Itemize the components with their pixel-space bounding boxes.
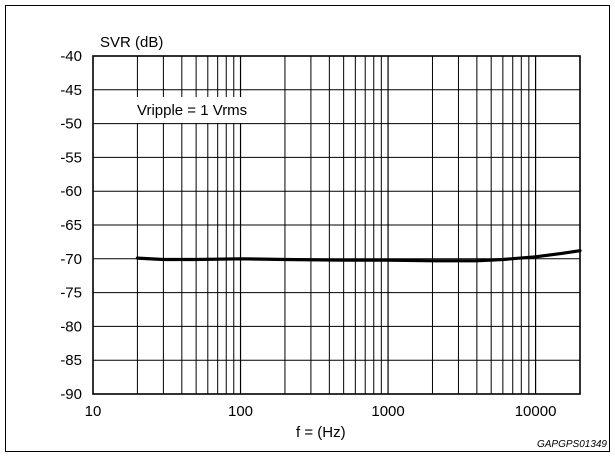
plot-area-border (92, 55, 581, 395)
y-tick-label: -40 (60, 48, 82, 65)
svr-series-line (135, 249, 582, 263)
series-layer (135, 249, 582, 263)
y-tick-label: -65 (60, 217, 82, 234)
figure-code: GAPGPS01349 (537, 439, 607, 450)
y-tick-label: -80 (60, 318, 82, 335)
y-tick-label: -85 (60, 352, 82, 369)
x-tick-label: 10 (85, 403, 102, 420)
x-tick-label: 1000 (371, 403, 404, 420)
ripple-annotation: Vripple = 1 Vrms (137, 102, 247, 119)
y-tick-label: -45 (60, 82, 82, 99)
y-tick-label: -60 (60, 183, 82, 200)
y-tick-label: -70 (60, 251, 82, 268)
y-tick-label: -50 (60, 116, 82, 133)
y-tick-label: -75 (60, 285, 82, 302)
x-tick-label: 10000 (515, 403, 557, 420)
x-tick-label: 100 (228, 403, 253, 420)
chart-frame (5, 5, 610, 452)
x-axis-label: f = (Hz) (296, 424, 346, 441)
x-tick-labels: 10 100 1000 10000 (85, 403, 557, 420)
y-tick-label: -55 (60, 149, 82, 166)
grid (93, 56, 580, 394)
y-tick-labels: -40 -45 -50 -55 -60 -65 -70 -75 -80 -85 -90 (60, 48, 82, 403)
annotation-box (133, 97, 279, 123)
y-tick-label: -90 (60, 386, 82, 403)
y-axis-label: SVR (dB) (100, 34, 163, 51)
